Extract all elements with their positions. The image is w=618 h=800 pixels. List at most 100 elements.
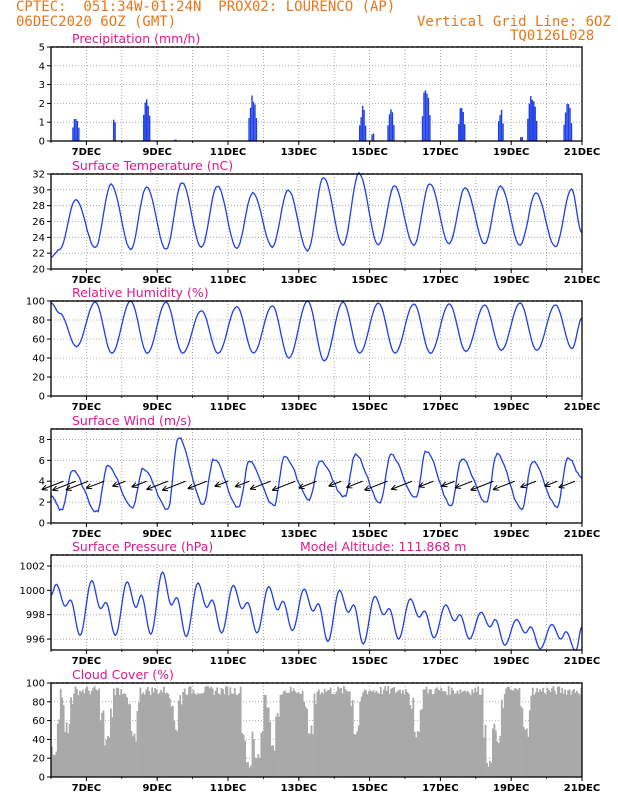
wind-arrow [146, 480, 169, 490]
precip-bar [464, 124, 466, 141]
cloud-bar [148, 691, 151, 777]
cloud-bar [270, 745, 273, 777]
cloud-bar [331, 693, 334, 777]
y-tick-label: 3 [39, 80, 45, 91]
cloud-bar [263, 695, 266, 777]
cloud-bar [400, 693, 403, 777]
cloud-bar [481, 688, 484, 777]
cloud-bar [244, 740, 246, 777]
cloud-bar [102, 710, 105, 777]
cloud-bar [388, 693, 391, 777]
precip-bar [534, 106, 536, 141]
y-tick-label: 22 [32, 249, 45, 260]
cloud-bar [62, 705, 65, 777]
cloud-bar [551, 688, 553, 777]
precip-bar [143, 114, 145, 141]
precip-bar [358, 125, 361, 141]
cloud-bar [478, 694, 481, 777]
precip-bar [570, 123, 573, 141]
x-tick-label: 11DEC [210, 147, 246, 158]
cloud-bar [90, 690, 93, 777]
cloud-bar [202, 692, 205, 777]
cloud-bar [317, 689, 320, 777]
cloud-bar [497, 743, 500, 777]
x-tick-label: 19DEC [493, 147, 529, 158]
precip-bar [147, 105, 149, 141]
cloud-bar [176, 731, 179, 777]
x-tick-label: 15DEC [351, 529, 387, 540]
cloud-bar [456, 690, 459, 777]
cloud-bar [163, 686, 165, 777]
wind-arrow [520, 480, 537, 488]
cloud-bar [158, 692, 161, 777]
cloud-bar [368, 691, 370, 777]
cloud-bar [194, 693, 196, 777]
cloud-bar [309, 733, 311, 777]
cloud-bar [179, 695, 182, 777]
precip-bar [78, 127, 80, 141]
x-tick-label: 19DEC [493, 529, 529, 540]
cloud-bar [64, 732, 67, 777]
y-tick-label: 80 [32, 316, 45, 327]
cloud-bar [281, 694, 283, 777]
x-tick-label: 21DEC [564, 147, 600, 158]
cloud-bar [441, 691, 444, 777]
cloud-bar [399, 689, 401, 777]
cloud-bar [256, 758, 258, 777]
cloud-bar [343, 686, 345, 777]
cloud-bar [500, 699, 503, 777]
cloud-bar [492, 728, 494, 777]
precip-bar [499, 114, 501, 141]
cloud-bar [528, 710, 531, 777]
cloud-bar [430, 689, 432, 777]
y-tick-label: 32 [32, 170, 45, 181]
cloud-bar [155, 689, 158, 777]
cloud-bar [344, 689, 347, 777]
wind-arrow-head [544, 481, 551, 488]
cloud-bar [53, 755, 56, 777]
cloud-bar [489, 760, 491, 777]
panel-title: Relative Humidity (%) [72, 285, 209, 300]
cloud-bar [229, 687, 232, 777]
cloud-bar [93, 686, 96, 777]
cloud-bar [166, 692, 168, 777]
cloud-bar [87, 690, 90, 777]
cloud-bar [239, 686, 242, 777]
header-grid-line: Vertical Grid Line: 6OZ [417, 14, 611, 30]
cloud-bar [230, 693, 233, 777]
cloud-bar [328, 689, 331, 777]
precip-bar [427, 97, 430, 141]
cloud-bar [222, 688, 224, 777]
cloud-bar [278, 716, 280, 777]
header-run-id: TQ0126L028 [510, 28, 595, 44]
cloud-bar [472, 693, 475, 777]
cloud-bar [534, 692, 537, 777]
precip-bar [527, 118, 529, 141]
cloud-bar [427, 693, 429, 777]
cloud-bar [396, 691, 398, 777]
precip-bar [391, 112, 394, 141]
x-tick-label: 7DEC [72, 656, 101, 667]
wind-arrow-head [146, 484, 153, 491]
cloud-bar [112, 688, 115, 777]
cloud-bar [483, 737, 485, 777]
cloud-bar [503, 694, 506, 777]
cloud-bar [428, 689, 431, 777]
y-tick-label: 20 [32, 265, 45, 276]
cloud-bar [250, 765, 252, 777]
cloud-bar [334, 694, 336, 777]
wind-arrow-head [271, 485, 279, 492]
cloud-bar [288, 692, 291, 777]
x-tick-label: 9DEC [142, 529, 171, 540]
cloud-bar [198, 693, 201, 777]
cloud-bar [232, 693, 235, 777]
cloud-bar [403, 694, 406, 777]
cloud-bar [276, 712, 279, 777]
wind-arrow [272, 480, 296, 491]
y-tick-label: 20 [32, 373, 45, 384]
cloud-bar [133, 733, 136, 777]
cloud-bar [412, 697, 415, 777]
cloud-bar [418, 731, 421, 777]
precip-bar [421, 116, 424, 141]
precip-bar [500, 109, 503, 141]
